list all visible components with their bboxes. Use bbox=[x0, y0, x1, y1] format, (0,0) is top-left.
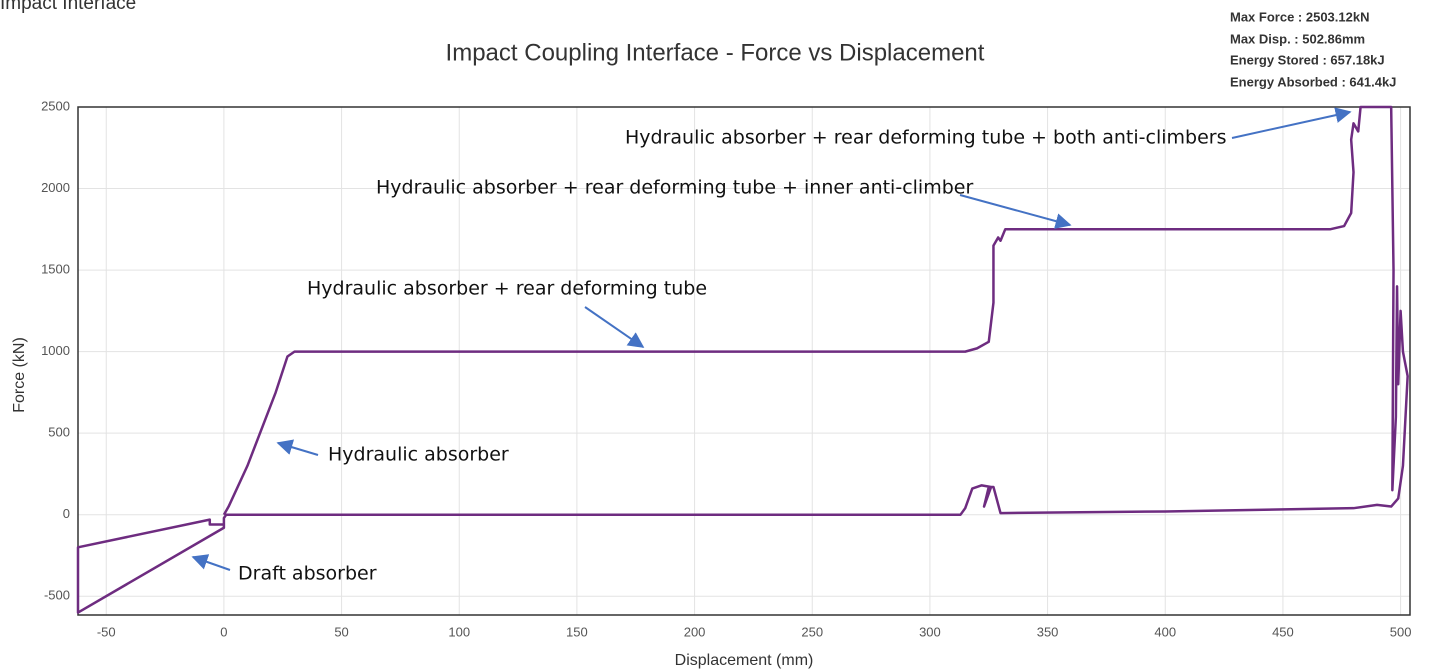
x-tick-label: 500 bbox=[1390, 624, 1412, 639]
x-tick-label: 0 bbox=[220, 624, 227, 639]
x-tick-label: -50 bbox=[97, 624, 116, 639]
x-tick-label: 400 bbox=[1154, 624, 1176, 639]
annotation-arrow bbox=[276, 439, 319, 456]
annotation-arrow bbox=[191, 554, 231, 571]
stat: Energy Stored : 657.18kJ bbox=[1230, 52, 1385, 67]
stat: Max Force : 2503.12kN bbox=[1230, 9, 1369, 24]
annotation: Hydraulic absorber bbox=[328, 444, 509, 466]
annotation: Draft absorber bbox=[238, 563, 377, 585]
x-tick-label: 350 bbox=[1037, 624, 1059, 639]
annotation: Hydraulic absorber + rear deforming tube… bbox=[625, 127, 1226, 149]
x-tick-label: 450 bbox=[1272, 624, 1294, 639]
x-tick-label: 200 bbox=[684, 624, 706, 639]
stat: Max Disp. : 502.86mm bbox=[1230, 31, 1365, 46]
annotation: Hydraulic absorber + rear deforming tube… bbox=[376, 177, 973, 199]
y-tick-label: 2000 bbox=[41, 180, 70, 195]
chart-title: Impact Coupling Interface - Force vs Dis… bbox=[446, 39, 985, 66]
annotation-arrow bbox=[959, 194, 1072, 229]
data-line bbox=[76, 105, 1409, 614]
y-tick-label: 500 bbox=[48, 425, 70, 440]
x-axis-label: Displacement (mm) bbox=[675, 652, 814, 669]
stat: Energy Absorbed : 641.4kJ bbox=[1230, 74, 1396, 89]
y-tick-label: 1000 bbox=[41, 343, 70, 358]
y-axis-label: Force (kN) bbox=[11, 337, 28, 413]
header: Impact Interface bbox=[0, 0, 136, 14]
y-tick-label: 0 bbox=[63, 506, 70, 521]
plot-frame bbox=[77, 106, 1411, 616]
x-tick-label: 300 bbox=[919, 624, 941, 639]
y-tick-label: -500 bbox=[44, 588, 70, 603]
x-tick-label: 150 bbox=[566, 624, 588, 639]
y-tick-label: 2500 bbox=[41, 98, 70, 113]
x-tick-label: 100 bbox=[448, 624, 470, 639]
x-tick-label: 250 bbox=[801, 624, 823, 639]
annotation-arrow bbox=[584, 306, 645, 348]
y-tick-label: 1500 bbox=[41, 262, 70, 277]
annotation-arrow bbox=[1231, 107, 1352, 139]
annotation: Hydraulic absorber + rear deforming tube bbox=[307, 278, 707, 300]
x-tick-label: 50 bbox=[334, 624, 348, 639]
